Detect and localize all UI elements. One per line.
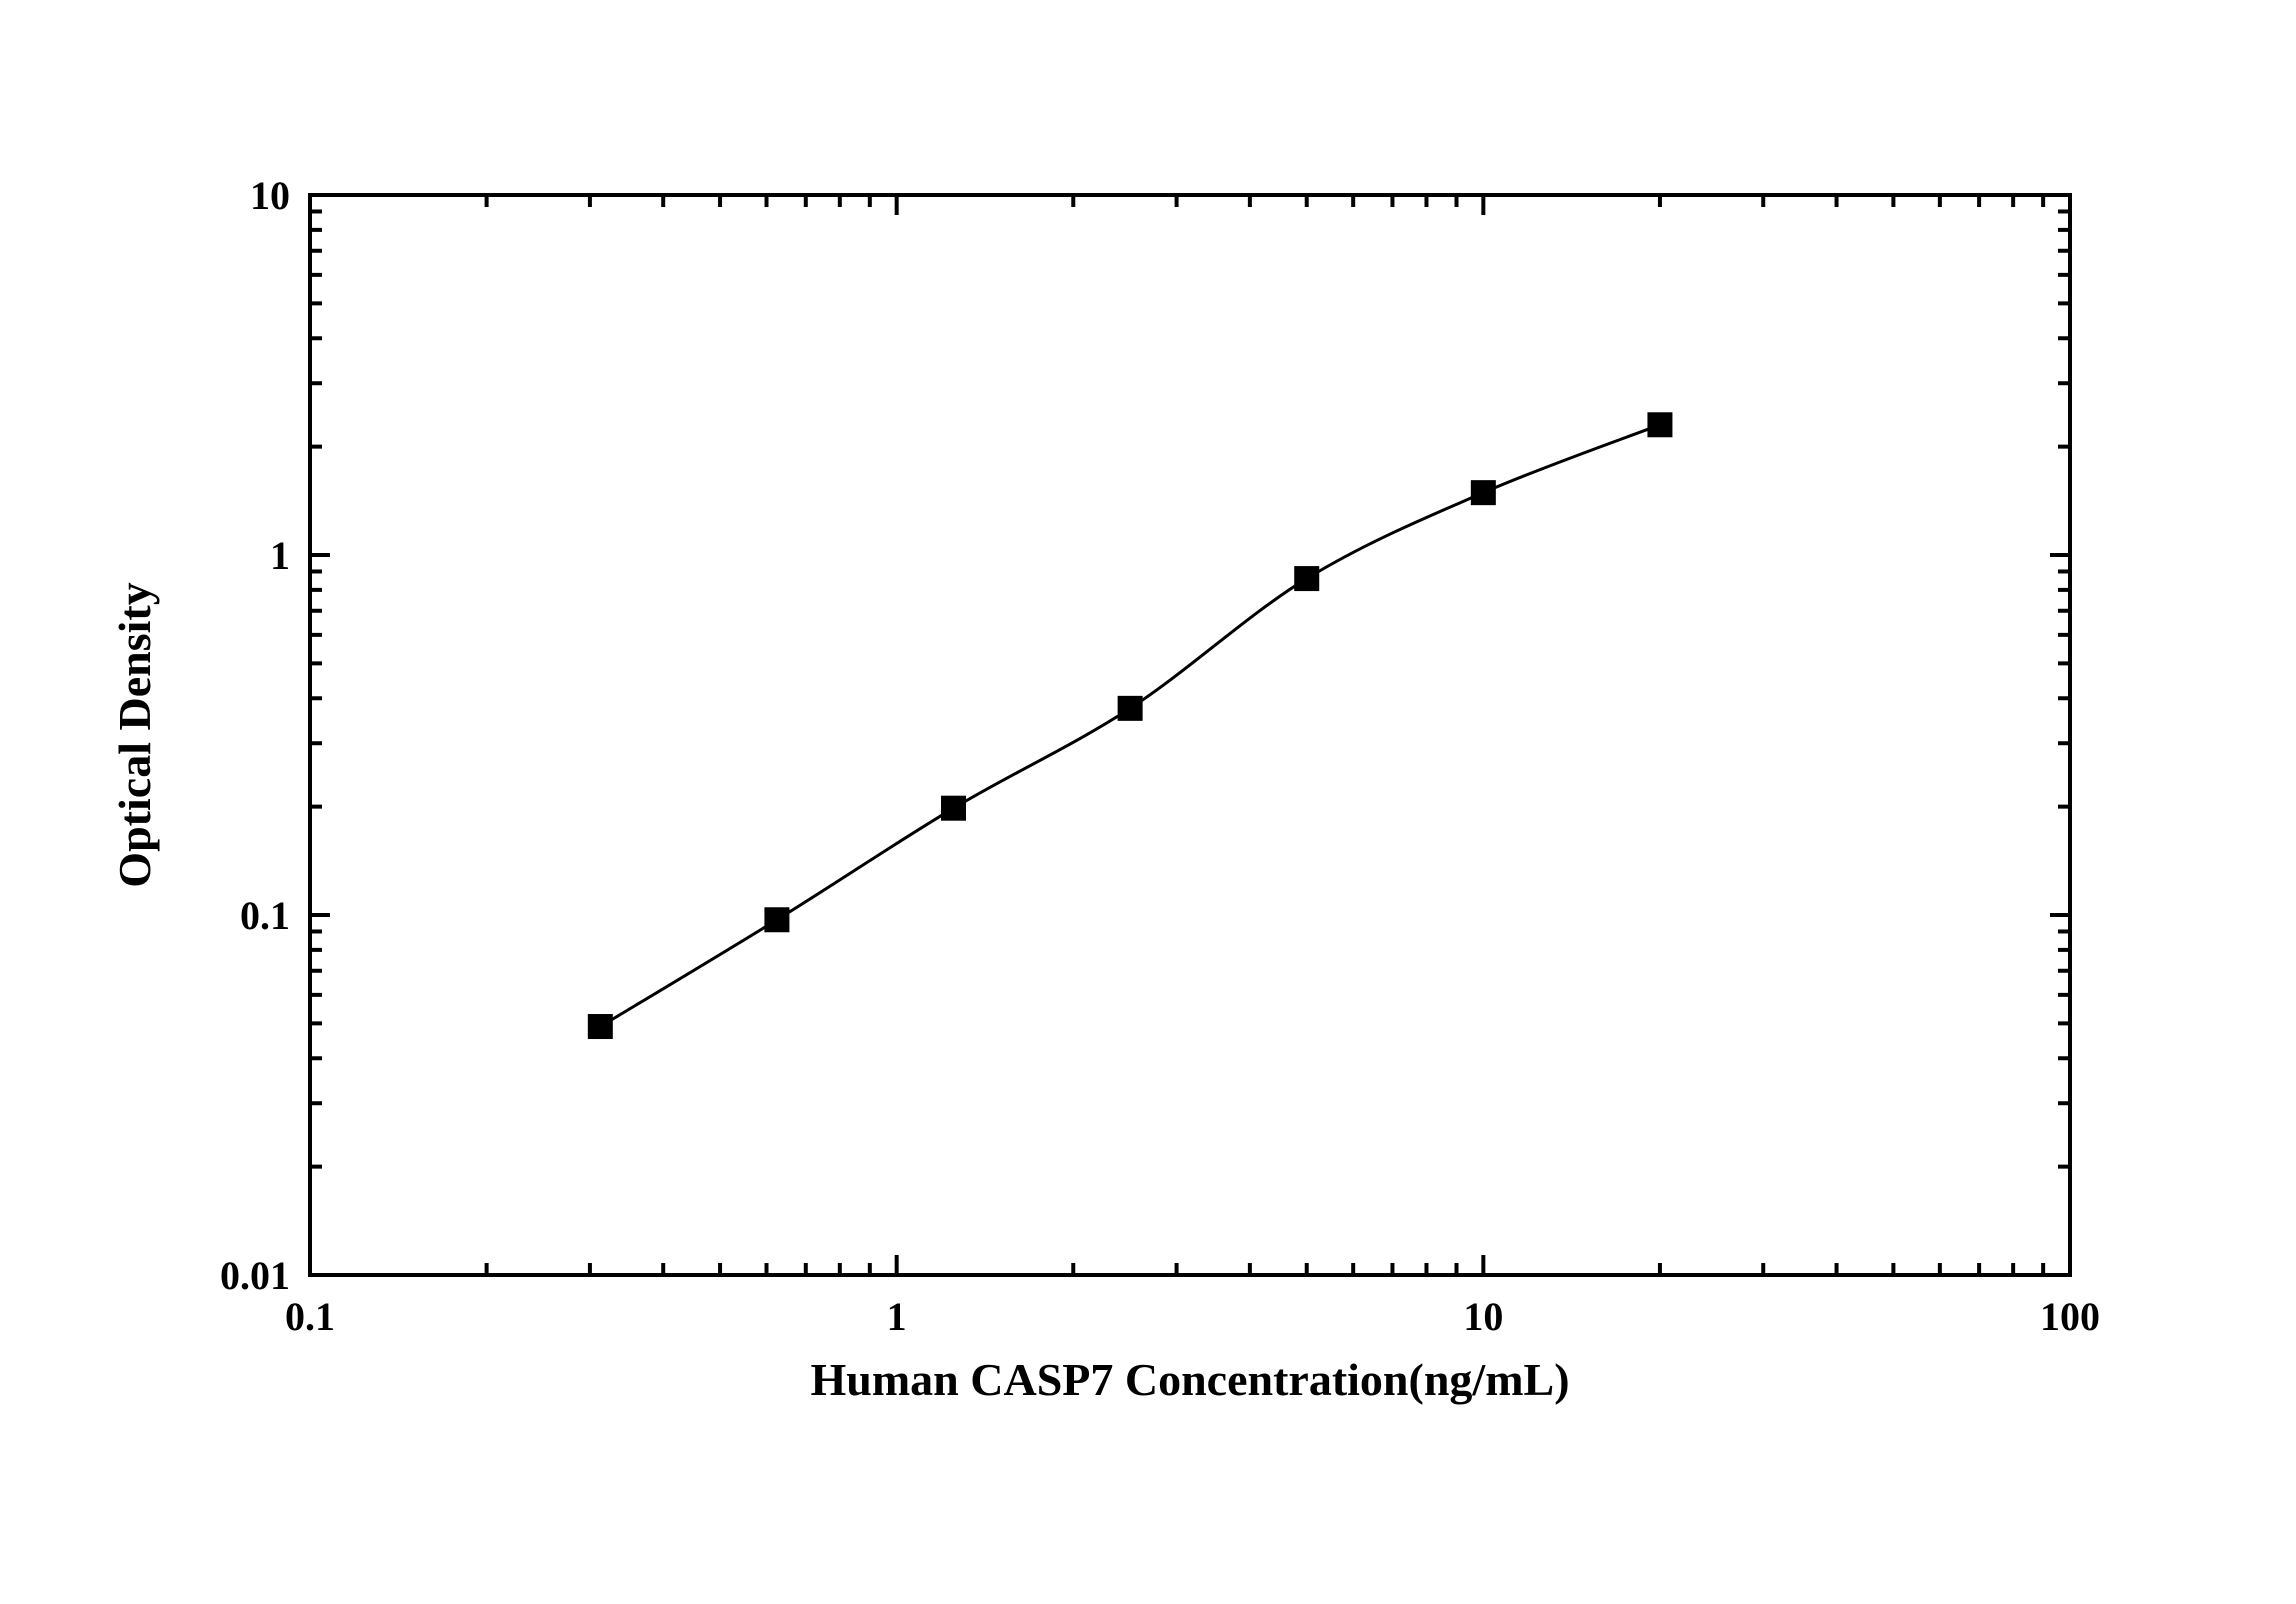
- data-marker: [1648, 413, 1672, 437]
- data-marker: [588, 1015, 612, 1039]
- x-tick-label: 100: [2040, 1294, 2100, 1339]
- data-marker: [1295, 567, 1319, 591]
- y-tick-label: 0.01: [220, 1253, 290, 1298]
- y-tick-label: 10: [250, 173, 290, 218]
- x-tick-label: 10: [1463, 1294, 1503, 1339]
- x-tick-label: 0.1: [285, 1294, 335, 1339]
- data-marker: [1471, 481, 1495, 505]
- x-axis-label: Human CASP7 Concentration(ng/mL): [810, 1354, 1569, 1405]
- y-tick-label: 1: [270, 533, 290, 578]
- chart-svg: 0.11101000.010.1110Human CASP7 Concentra…: [0, 0, 2296, 1604]
- y-axis-label: Optical Density: [109, 582, 160, 887]
- data-marker: [765, 908, 789, 932]
- x-tick-label: 1: [887, 1294, 907, 1339]
- chart-container: 0.11101000.010.1110Human CASP7 Concentra…: [0, 0, 2296, 1604]
- y-tick-label: 0.1: [240, 893, 290, 938]
- data-marker: [942, 796, 966, 820]
- data-marker: [1118, 696, 1142, 720]
